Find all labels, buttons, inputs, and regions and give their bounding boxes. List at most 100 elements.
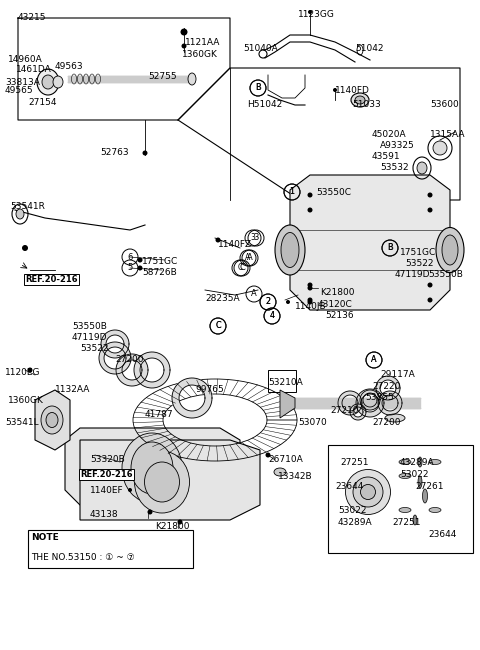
Text: 1360GK: 1360GK [8,396,44,405]
Text: B: B [255,83,261,92]
Text: B: B [255,83,261,92]
Text: 27154: 27154 [28,98,57,107]
Ellipse shape [429,460,441,465]
Ellipse shape [41,406,63,434]
Text: 6: 6 [127,252,132,261]
Text: 1751GC: 1751GC [400,248,436,257]
Text: 53022: 53022 [400,470,429,479]
Text: 1751GC: 1751GC [142,257,178,266]
Text: 2: 2 [265,298,270,307]
Text: 53210A: 53210A [268,378,303,387]
Text: 3: 3 [251,233,255,242]
Ellipse shape [134,451,190,513]
Text: REF.20-216: REF.20-216 [80,470,132,479]
Text: C: C [238,263,242,272]
Text: REF.20-216: REF.20-216 [25,275,78,284]
Ellipse shape [144,462,180,502]
Ellipse shape [418,457,422,467]
Text: 43120C: 43120C [318,300,353,309]
Text: 2: 2 [265,298,271,307]
Text: 53550B: 53550B [72,322,107,331]
Text: 27220: 27220 [372,382,400,391]
Text: 27251: 27251 [340,458,369,467]
Ellipse shape [385,414,405,422]
Text: 53320B: 53320B [90,455,125,464]
Bar [28,530,193,568]
Text: H51042: H51042 [247,100,282,109]
Text: 27251: 27251 [392,518,420,527]
Ellipse shape [42,75,54,89]
Text: 1120EG: 1120EG [5,368,40,377]
Circle shape [308,192,312,198]
Polygon shape [378,391,402,415]
Text: A: A [251,289,257,298]
Ellipse shape [360,484,375,499]
Text: 1: 1 [289,187,295,196]
Circle shape [286,300,290,304]
Circle shape [27,367,33,372]
Ellipse shape [346,469,391,515]
Text: 1: 1 [289,187,294,196]
Text: 52763: 52763 [100,148,129,157]
Text: 49565: 49565 [5,86,34,95]
Text: 1315AA: 1315AA [430,130,466,139]
Circle shape [143,151,147,155]
Text: 28235A: 28235A [205,294,240,303]
Circle shape [428,207,432,213]
Circle shape [308,10,312,14]
Text: 52755: 52755 [148,72,177,81]
Text: 53522: 53522 [405,259,433,268]
Polygon shape [172,378,212,418]
Text: 43289A: 43289A [400,458,434,467]
Circle shape [308,207,312,213]
Text: 51042: 51042 [355,44,384,53]
Ellipse shape [131,442,173,494]
Ellipse shape [417,162,427,174]
Text: 45020A: 45020A [372,130,407,139]
Circle shape [22,245,28,251]
Text: 49563: 49563 [55,62,84,71]
Text: 41787: 41787 [145,410,174,419]
Text: 47119D: 47119D [395,270,431,279]
Text: 27210: 27210 [330,406,359,415]
Text: 53541R: 53541R [10,202,45,211]
Ellipse shape [442,235,458,265]
Text: 43591: 43591 [372,152,401,161]
Polygon shape [80,440,260,520]
Ellipse shape [275,225,305,275]
Circle shape [128,488,132,492]
Polygon shape [376,376,400,400]
Text: 1140JB: 1140JB [295,302,326,311]
Ellipse shape [399,473,411,478]
Ellipse shape [46,413,58,428]
Ellipse shape [429,508,441,512]
Text: C: C [239,263,245,272]
Text: 53522: 53522 [80,344,108,353]
Circle shape [428,298,432,302]
Text: 1121AA: 1121AA [185,38,220,47]
Circle shape [147,510,153,515]
Text: 53070: 53070 [298,418,327,427]
Text: A: A [247,254,253,263]
Text: 43138: 43138 [90,510,119,519]
Text: 43289A: 43289A [338,518,372,527]
Text: 53550B: 53550B [428,270,463,279]
Ellipse shape [274,468,286,476]
Text: 4: 4 [269,311,275,320]
Text: A93325: A93325 [380,141,415,150]
Ellipse shape [433,141,447,155]
Text: 52136: 52136 [325,311,354,320]
Text: A: A [371,356,377,365]
Text: 23644: 23644 [335,482,363,491]
Text: 53022: 53022 [338,506,367,515]
Text: THE NO.53150 : ① ~ ⑦: THE NO.53150 : ① ~ ⑦ [31,554,135,562]
Text: 53600: 53600 [430,100,459,109]
Polygon shape [280,390,295,418]
Ellipse shape [422,489,428,503]
Bar [328,445,473,553]
Ellipse shape [122,433,182,503]
Circle shape [180,29,188,36]
Bar [268,370,296,392]
Text: 14960A: 14960A [8,55,43,64]
Circle shape [178,519,182,525]
